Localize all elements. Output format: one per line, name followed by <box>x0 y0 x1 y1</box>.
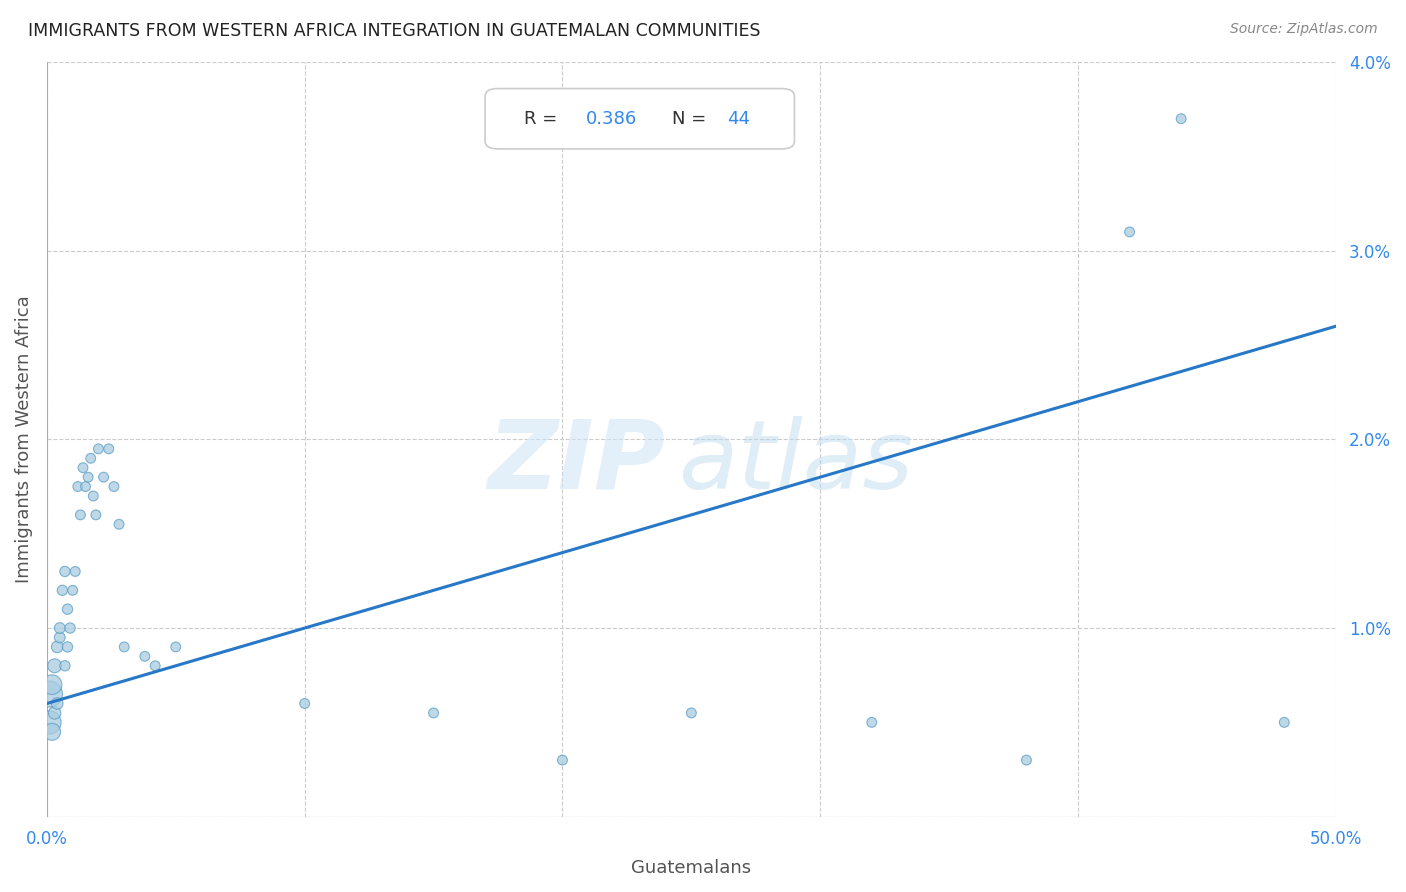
Point <box>46 697 69 711</box>
Text: 44: 44 <box>727 110 751 128</box>
Text: ZIP: ZIP <box>488 416 665 508</box>
Point <box>1272 715 1295 730</box>
FancyBboxPatch shape <box>485 88 794 149</box>
Text: N =: N = <box>672 110 711 128</box>
Point <box>108 517 131 532</box>
Point <box>422 706 444 720</box>
Point <box>80 451 103 466</box>
Point <box>1015 753 1038 767</box>
Point <box>41 724 63 739</box>
Point <box>44 658 66 673</box>
Point <box>51 583 73 598</box>
Point <box>66 479 89 493</box>
Point <box>38 715 60 730</box>
Point <box>53 658 76 673</box>
Point <box>75 479 97 493</box>
Point <box>82 489 104 503</box>
Point <box>112 640 135 654</box>
Point <box>38 687 60 701</box>
Point <box>56 640 79 654</box>
Point <box>56 602 79 616</box>
Point <box>143 658 166 673</box>
Point <box>72 460 94 475</box>
Point <box>551 753 574 767</box>
Point <box>49 621 72 635</box>
Point <box>77 470 100 484</box>
Point <box>1118 225 1140 239</box>
Point <box>46 640 69 654</box>
Point <box>62 583 84 598</box>
Point <box>49 631 72 645</box>
Point <box>65 565 87 579</box>
Point <box>93 470 115 484</box>
Point <box>134 649 156 664</box>
Point <box>44 706 66 720</box>
Y-axis label: Immigrants from Western Africa: Immigrants from Western Africa <box>15 295 32 583</box>
Text: R =: R = <box>524 110 562 128</box>
Point <box>87 442 110 456</box>
Point <box>97 442 120 456</box>
Point <box>69 508 91 522</box>
Point <box>53 565 76 579</box>
Point <box>165 640 187 654</box>
Point <box>41 678 63 692</box>
Point <box>860 715 883 730</box>
Text: atlas: atlas <box>679 416 914 508</box>
Point <box>103 479 125 493</box>
Point <box>681 706 703 720</box>
Text: IMMIGRANTS FROM WESTERN AFRICA INTEGRATION IN GUATEMALAN COMMUNITIES: IMMIGRANTS FROM WESTERN AFRICA INTEGRATI… <box>28 22 761 40</box>
Text: Source: ZipAtlas.com: Source: ZipAtlas.com <box>1230 22 1378 37</box>
Point <box>294 697 316 711</box>
X-axis label: Guatemalans: Guatemalans <box>631 859 751 877</box>
Text: 0.386: 0.386 <box>586 110 637 128</box>
Point <box>59 621 82 635</box>
Point <box>84 508 107 522</box>
Point <box>1170 112 1192 126</box>
